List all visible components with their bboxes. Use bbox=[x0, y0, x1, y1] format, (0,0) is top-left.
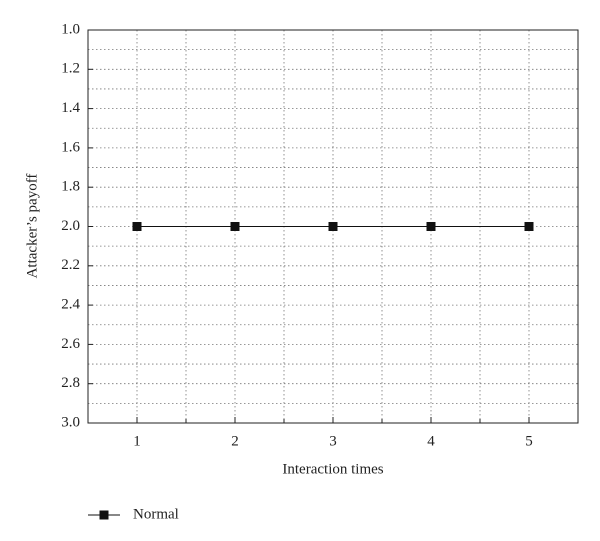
y-tick-label: 3.0 bbox=[61, 414, 80, 430]
y-tick-label: 2.4 bbox=[61, 297, 80, 313]
y-tick-label: 2.0 bbox=[61, 218, 80, 234]
y-tick-label: 1.4 bbox=[61, 100, 80, 116]
x-tick-label: 5 bbox=[525, 433, 533, 449]
y-tick-label: 1.6 bbox=[61, 139, 80, 155]
legend-label: Normal bbox=[133, 506, 179, 522]
data-point bbox=[132, 222, 142, 231]
legend-marker bbox=[99, 510, 109, 520]
x-axis-label: Interaction times bbox=[282, 461, 383, 477]
plot-frame bbox=[87, 29, 579, 424]
data-point bbox=[230, 222, 240, 231]
x-tick-label: 4 bbox=[427, 433, 435, 449]
x-tick-label: 1 bbox=[133, 433, 141, 449]
data-point bbox=[426, 222, 436, 231]
y-tick-label: 2.2 bbox=[61, 257, 80, 273]
y-tick-label: 1.2 bbox=[61, 61, 80, 77]
y-tick-label: 1.0 bbox=[61, 21, 80, 37]
x-tick-label: 2 bbox=[231, 433, 239, 449]
y-axis-label: Attacker’s payoff bbox=[24, 174, 40, 279]
data-point bbox=[524, 222, 534, 231]
y-tick-label: 1.8 bbox=[61, 179, 80, 195]
x-tick-label: 3 bbox=[329, 433, 337, 449]
y-tick-label: 2.6 bbox=[61, 336, 80, 352]
y-tick-label: 2.8 bbox=[61, 375, 80, 391]
data-point bbox=[328, 222, 338, 231]
